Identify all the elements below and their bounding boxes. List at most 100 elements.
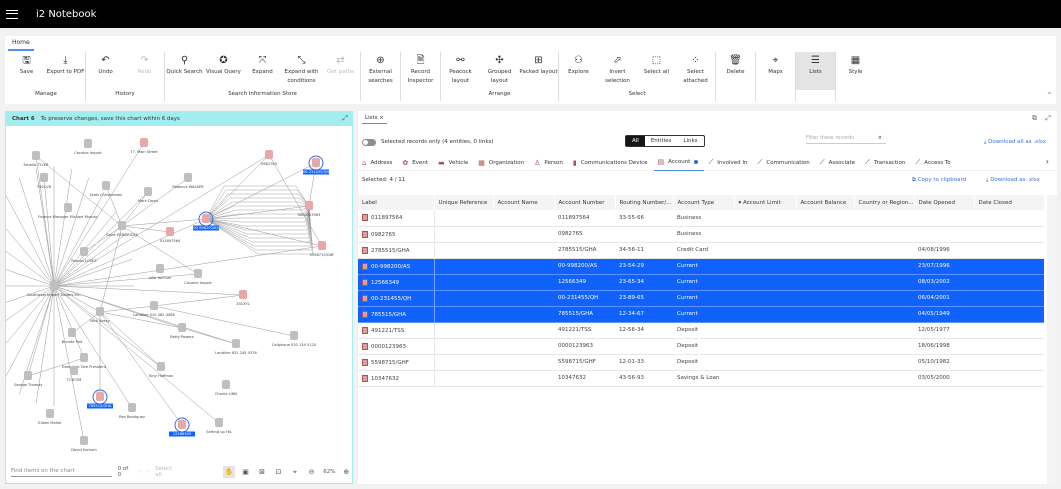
link[interactable] bbox=[99, 311, 183, 329]
entity-tab-communications-device[interactable]: ▮ Communications Device bbox=[569, 154, 654, 171]
maximize-icon[interactable]: ⤢ bbox=[342, 114, 348, 122]
chart-node[interactable]: Gene HENDRICKS bbox=[106, 221, 139, 237]
link[interactable] bbox=[53, 168, 73, 287]
link[interactable] bbox=[153, 305, 295, 337]
chart-node[interactable]: T13FOM bbox=[66, 366, 82, 382]
link[interactable] bbox=[27, 285, 55, 377]
menu-icon[interactable] bbox=[6, 9, 18, 19]
transaction-link[interactable] bbox=[205, 205, 313, 251]
style-button[interactable]: ▦ Style bbox=[836, 52, 875, 90]
table-row[interactable]: 491221/TSS 491221/TSS 12-56-34 Deposit 12/05… bbox=[358, 322, 1044, 339]
link[interactable] bbox=[268, 154, 323, 247]
segment-entities[interactable]: Entities bbox=[650, 138, 672, 144]
table-row[interactable]: 0000123963 0000123963 Deposit 18/06/1998 bbox=[358, 338, 1044, 355]
close-tab-icon[interactable]: × bbox=[379, 115, 384, 121]
link[interactable] bbox=[53, 285, 85, 442]
link[interactable] bbox=[53, 142, 145, 287]
link[interactable] bbox=[6, 192, 55, 287]
chart-node[interactable]: Brenda Pelt bbox=[62, 328, 83, 344]
link[interactable] bbox=[153, 294, 244, 307]
expand-with-conditions-button[interactable]: ⤡ Expand with conditions bbox=[282, 52, 321, 90]
transaction-link[interactable] bbox=[205, 205, 314, 255]
transaction-link[interactable] bbox=[205, 201, 310, 220]
transaction-link[interactable] bbox=[205, 205, 310, 231]
link[interactable] bbox=[43, 177, 55, 287]
link[interactable] bbox=[205, 154, 270, 220]
chart-node[interactable]: Cocaine Import bbox=[74, 139, 102, 155]
center-icon[interactable]: ⌖ bbox=[293, 467, 297, 476]
link[interactable] bbox=[6, 234, 55, 287]
link[interactable] bbox=[6, 285, 55, 313]
table-row[interactable]: 00-231455/QH 00-231455/QH 23-89-65 Current 0… bbox=[358, 290, 1044, 307]
table-row[interactable]: 011897564 011897564 33-55-66 Business bbox=[358, 210, 1044, 227]
link[interactable] bbox=[27, 357, 85, 377]
table-row[interactable]: 5598715/GHF 5598715/GHF 12-01-33 Deposit 05/… bbox=[358, 354, 1044, 371]
record-inspector-button[interactable]: 🗎 Record Inspector bbox=[401, 52, 440, 90]
link[interactable] bbox=[121, 225, 171, 233]
link[interactable] bbox=[121, 218, 207, 227]
packed-layout-button[interactable]: ⊞ Packed layout bbox=[519, 52, 558, 90]
transaction-link[interactable] bbox=[205, 206, 310, 239]
next-result-icon[interactable]: › bbox=[146, 469, 150, 475]
link[interactable] bbox=[71, 311, 101, 334]
fit-height-icon[interactable]: ⊡ bbox=[275, 468, 282, 476]
fit-icon[interactable]: ▣ bbox=[242, 468, 249, 476]
visual-query-button[interactable]: ✪ Visual Query bbox=[204, 52, 243, 90]
link[interactable] bbox=[53, 285, 85, 359]
transaction-link[interactable] bbox=[205, 205, 312, 247]
link[interactable] bbox=[53, 192, 105, 287]
chart-node[interactable]: Mark Davis bbox=[138, 187, 158, 203]
expand-button[interactable]: ⤧ Expand bbox=[243, 52, 282, 90]
link[interactable] bbox=[19, 177, 55, 287]
link[interactable] bbox=[53, 285, 244, 296]
find-items-input[interactable]: Find items on the chart bbox=[11, 468, 112, 477]
entity-tab-communication[interactable]: ⟋ Communication bbox=[754, 154, 816, 171]
chart-node[interactable]: Rebecca WALKER bbox=[172, 173, 204, 189]
link[interactable] bbox=[53, 285, 101, 313]
link[interactable] bbox=[121, 191, 149, 227]
chart-node[interactable]: Tony Hoffman bbox=[148, 362, 174, 378]
link[interactable] bbox=[99, 305, 155, 313]
link[interactable] bbox=[205, 218, 323, 247]
link[interactable] bbox=[35, 285, 55, 404]
tab-home[interactable]: Home bbox=[8, 36, 34, 51]
link[interactable] bbox=[53, 154, 270, 287]
lists-button[interactable]: ☰ Lists bbox=[796, 52, 835, 90]
entity-tab-person[interactable]: ♙ Person bbox=[530, 154, 569, 171]
chart-node[interactable]: 5598715/GHF bbox=[310, 241, 335, 257]
link[interactable] bbox=[121, 177, 189, 227]
select-all-results[interactable]: Select all bbox=[155, 466, 173, 478]
explore-button[interactable]: ⚇ Explore bbox=[559, 52, 598, 90]
chart-node[interactable]: 785515/GHA bbox=[87, 389, 113, 409]
chart-node[interactable]: T92CVB bbox=[36, 173, 52, 189]
link[interactable] bbox=[53, 259, 133, 287]
link[interactable] bbox=[53, 285, 133, 409]
link[interactable] bbox=[53, 273, 199, 287]
link[interactable] bbox=[35, 155, 123, 227]
transaction-link[interactable] bbox=[205, 205, 310, 220]
download-button[interactable]: ⤓ Download as .xlsx bbox=[986, 177, 1040, 183]
undo-button[interactable]: ↶ Undo bbox=[86, 52, 125, 90]
table-row[interactable]: 2785515/GHA 2785515/GHA 34-56-11 Credit Car… bbox=[358, 242, 1044, 259]
invert-selection-button[interactable]: ⬀ Invert selection bbox=[598, 52, 637, 90]
copy-clipboard-button[interactable]: ⧉ Copy to clipboard bbox=[912, 177, 967, 183]
select-attached-button[interactable]: ⁘ Select attached bbox=[676, 52, 715, 90]
entity-tab-vehicle[interactable]: ▬ Vehicle bbox=[434, 154, 474, 171]
chart-node[interactable]: 12566349 bbox=[169, 417, 195, 437]
entity-tab-access-to[interactable]: ⟋ Access To bbox=[911, 154, 956, 171]
tab-lists[interactable]: Lists × bbox=[362, 113, 387, 124]
table-row[interactable]: 12566349 12566349 23-65-34 Current 08/03/200… bbox=[358, 274, 1044, 291]
transaction-link[interactable] bbox=[205, 205, 311, 243]
transaction-link[interactable] bbox=[205, 193, 310, 220]
column-header[interactable]: Account Number bbox=[554, 195, 616, 210]
column-header[interactable]: Routing Number/... bbox=[615, 195, 674, 210]
popout-icon[interactable]: ⧉ bbox=[1032, 114, 1037, 122]
link[interactable] bbox=[53, 285, 220, 424]
chart-node[interactable]: Scott Christiansen bbox=[90, 181, 123, 197]
chart-node[interactable]: Rex Rodriguez bbox=[119, 403, 145, 419]
segment-links[interactable]: Links bbox=[683, 138, 698, 144]
chart-node[interactable]: 011897564 bbox=[160, 227, 181, 243]
link[interactable] bbox=[6, 259, 55, 287]
link[interactable] bbox=[6, 285, 55, 338]
link[interactable] bbox=[205, 205, 310, 220]
